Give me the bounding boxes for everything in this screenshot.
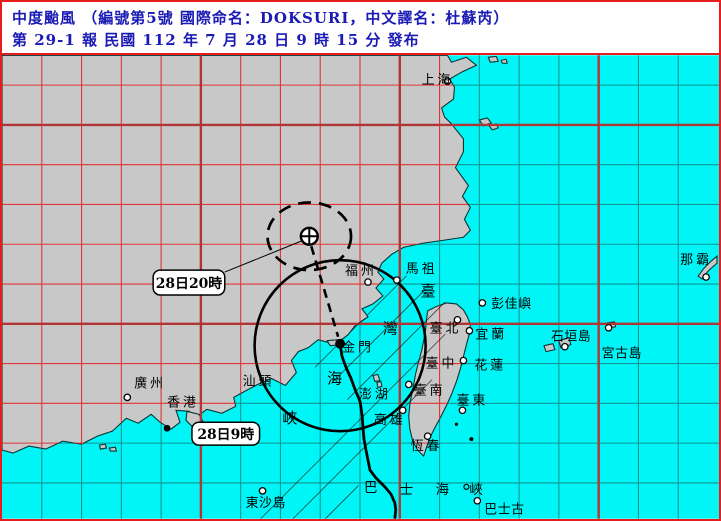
city-marker bbox=[392, 276, 401, 284]
city-marker bbox=[702, 273, 710, 281]
city-markers bbox=[123, 77, 710, 505]
city-label: 東沙島 bbox=[246, 495, 286, 511]
sea-warning-area bbox=[238, 264, 448, 519]
city-label: 廣州 bbox=[134, 376, 166, 391]
sea-name-label: 灣 bbox=[383, 320, 398, 338]
typhoon-graphics bbox=[253, 201, 427, 519]
forecast-time-label-box bbox=[152, 269, 226, 296]
city-label: 石垣島 bbox=[551, 330, 591, 345]
sea-name-label: 巴 bbox=[364, 481, 377, 496]
sea-name-label: 士 bbox=[400, 482, 413, 498]
city-marker bbox=[465, 326, 474, 335]
track-annotations: 28日20時 28日9時 bbox=[152, 239, 304, 446]
current-time-label-box bbox=[191, 421, 261, 446]
report-issue-line: 第 29-1 報 民國 112 年 7 月 28 日 9 時 15 分 發布 bbox=[12, 31, 420, 49]
city-label: 宜蘭 bbox=[475, 328, 507, 343]
city-marker bbox=[459, 356, 468, 365]
city-marker bbox=[561, 342, 569, 351]
city-marker bbox=[473, 496, 482, 505]
landmass bbox=[98, 443, 108, 450]
city-label: 那霸 bbox=[680, 253, 712, 268]
city-marker bbox=[443, 77, 452, 85]
city-marker bbox=[404, 380, 413, 389]
city-marker bbox=[163, 424, 171, 432]
city-label: 香港 bbox=[167, 395, 199, 410]
sea-name-label: 海 bbox=[327, 369, 342, 387]
city-marker bbox=[258, 487, 267, 495]
forecast-label-leader bbox=[224, 239, 304, 273]
sea-name-label: 峽 bbox=[469, 482, 483, 498]
city-label: 花蓮 bbox=[474, 358, 506, 374]
landmass bbox=[500, 58, 508, 64]
city-marker bbox=[423, 432, 432, 440]
city-label: 臺北 bbox=[430, 322, 462, 337]
city-marker bbox=[123, 393, 132, 402]
report-header: 中度颱風 （編號第5號 國際命名：DOKSURI，中文譯名：杜蘇芮） 第 29-… bbox=[2, 2, 719, 55]
past-track-line bbox=[338, 344, 398, 519]
city-label: 上海 bbox=[422, 73, 454, 88]
city-label: 臺南 bbox=[414, 382, 446, 398]
city-label: 臺東 bbox=[456, 392, 488, 408]
city-marker bbox=[458, 406, 467, 415]
city-label: 宮古島 bbox=[602, 346, 642, 362]
city-label: 馬祖 bbox=[406, 262, 438, 277]
landmass bbox=[2, 55, 478, 454]
forecast-track-dashed bbox=[310, 245, 340, 338]
city-marker bbox=[604, 323, 613, 332]
landmass bbox=[487, 55, 500, 63]
city-label: 澎湖 bbox=[359, 387, 391, 402]
current-time-label: 28日9時 bbox=[197, 426, 254, 443]
landmass bbox=[543, 343, 556, 353]
sea-name-label: 峽 bbox=[282, 409, 297, 427]
landmass bbox=[108, 446, 118, 452]
city-label: 巴士古 bbox=[484, 503, 524, 518]
city-label: 彭佳嶼 bbox=[491, 297, 531, 312]
city-marker bbox=[364, 278, 372, 286]
city-label: 恆春 bbox=[411, 439, 443, 454]
city-marker bbox=[478, 299, 487, 307]
sea-name-label: 海 bbox=[436, 482, 449, 498]
forecast-time-label: 28日20時 bbox=[156, 275, 223, 292]
current-center-dot bbox=[335, 338, 346, 349]
city-label: 金門 bbox=[342, 340, 374, 356]
city-marker bbox=[398, 406, 407, 415]
warning-area-hatch bbox=[238, 264, 448, 519]
city-label: 福州 bbox=[345, 264, 377, 279]
sea-name-label: 臺 bbox=[421, 282, 436, 300]
forecast-radius-circle bbox=[266, 201, 353, 272]
city-label: 高雄 bbox=[374, 412, 406, 428]
city-label: 汕頭 bbox=[243, 374, 275, 389]
city-marker bbox=[453, 315, 462, 324]
city-label: 臺中 bbox=[426, 357, 458, 372]
report-title: 中度颱風 （編號第5號 國際命名：DOKSURI，中文譯名：杜蘇芮） bbox=[12, 9, 510, 27]
